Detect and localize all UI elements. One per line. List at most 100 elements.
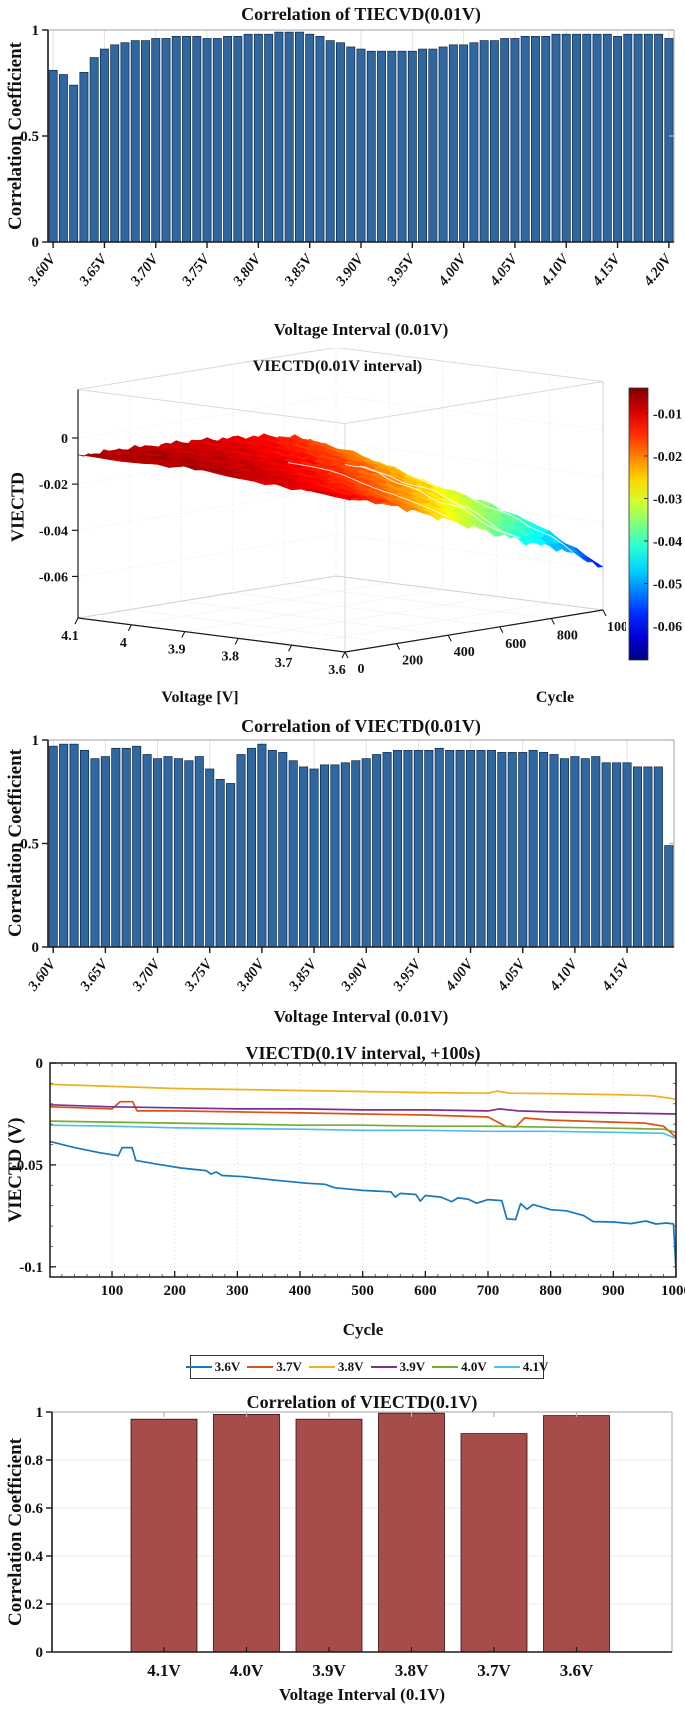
bar	[561, 33, 571, 243]
series-line-3.8V	[50, 1083, 676, 1101]
chart1-y-axis-label: Correlation Coefficient	[5, 41, 26, 231]
bar	[413, 749, 423, 948]
bar	[459, 44, 469, 243]
bar	[570, 756, 580, 948]
bar	[315, 36, 325, 243]
chart-viectd-001-correlation: 0 0.5 1 3.60V 3.65V 3.70V 3.75V 3.80V 3.85V 3.90V…	[0, 713, 685, 1043]
legend-item-4.1V: 4.1V	[493, 1359, 548, 1375]
series-line-4.1V	[50, 1124, 676, 1140]
bar	[664, 845, 674, 948]
bar	[130, 40, 140, 243]
bar	[551, 33, 561, 243]
chart3-canvas: 0 0.5 1 3.60V 3.65V 3.70V 3.75V 3.80V 3.85V 3.90V…	[20, 733, 675, 995]
bar	[428, 48, 438, 243]
category-label: 3.6V	[560, 1661, 594, 1680]
colorbar-tick-label: -0.04	[653, 535, 682, 550]
surface-crevice	[287, 462, 449, 519]
floor-grid	[129, 609, 397, 645]
x-tick-label: 3.80V	[233, 956, 269, 995]
series-line-3.9V	[50, 1103, 676, 1115]
y-tick-label: -0.05	[12, 1158, 43, 1174]
bar	[378, 1412, 445, 1653]
bar	[161, 38, 171, 243]
bar	[572, 33, 581, 243]
bar	[476, 749, 486, 948]
x-tick-label: 3.65V	[76, 251, 112, 290]
bar	[264, 33, 274, 243]
bar	[664, 38, 674, 243]
category-label: 3.9V	[312, 1661, 346, 1680]
z-tick-label: -0.02	[39, 478, 68, 493]
surface-crevice	[411, 475, 573, 552]
bar	[377, 50, 386, 243]
bar	[284, 31, 294, 243]
bar	[418, 48, 428, 243]
y-tick-label: 0.4	[24, 1549, 43, 1565]
bar	[99, 48, 109, 243]
voltage-tick-label: 3.6	[328, 663, 346, 678]
colorbar-tick-label: -0.01	[653, 408, 682, 423]
bar	[392, 749, 403, 948]
chart4-x-axis-label: Cycle	[342, 1320, 384, 1339]
voltage-tick	[181, 631, 186, 638]
bar	[274, 31, 284, 243]
voltage-axis	[77, 617, 346, 653]
bar	[366, 50, 376, 243]
bar	[434, 747, 444, 948]
cycle-tick	[499, 626, 504, 634]
bar	[325, 40, 335, 243]
chart2-x-axis-label: Voltage [V]	[161, 689, 239, 706]
x-tick-label: 3.95V	[390, 956, 426, 995]
bar	[507, 752, 517, 948]
chart4-title: VIECTD(0.1V interval, +100s)	[245, 1043, 481, 1063]
cycle-tick	[447, 634, 452, 642]
chart4-y-axis-label: VIECTD (V)	[5, 1117, 26, 1223]
cycle-tick	[344, 651, 349, 659]
chart1-title: Correlation of TIECVD(0.01V)	[241, 4, 481, 24]
legend-label: 3.7V	[276, 1359, 302, 1374]
bar	[130, 1418, 198, 1653]
x-tick-label: 3.85V	[285, 956, 321, 995]
bar	[361, 758, 371, 948]
bar	[448, 44, 458, 243]
bar	[194, 756, 204, 948]
x-tick-label: 3.75V	[181, 956, 217, 995]
bar	[601, 762, 611, 948]
surface-crevice	[344, 464, 506, 534]
y-tick-label: 0.5	[20, 837, 39, 853]
legend-label: 3.6V	[214, 1359, 241, 1374]
bar	[58, 74, 68, 243]
bar	[69, 84, 79, 243]
chart2-canvas: 0 -0.02 -0.04 -0.06 4.1 4 3.9 3.8 3.7 3.6 0 200 400 6…	[39, 348, 682, 678]
legend-item-3.7V: 3.7V	[247, 1359, 302, 1375]
bar	[643, 766, 653, 948]
series-group	[50, 1083, 676, 1272]
x-tick-label: 900	[602, 1283, 625, 1299]
colorbar-tick-label: -0.06	[653, 620, 682, 635]
voltage-tick-label: 4	[120, 636, 127, 651]
y-tick-label: 0	[36, 1056, 44, 1072]
legend-label: 3.8V	[337, 1359, 364, 1374]
x-tick-label: 4.00V	[435, 251, 471, 290]
bar	[351, 760, 361, 948]
y-tick-label: 0.8	[24, 1453, 43, 1469]
x-tick-label: 4.05V	[494, 956, 530, 995]
y-tick-label: -0.1	[19, 1260, 43, 1276]
x-tick-label: 4.15V	[589, 251, 625, 290]
bar	[479, 40, 489, 243]
y-tick-label: 0.2	[24, 1597, 43, 1613]
x-tick-label: 4.10V	[538, 251, 574, 290]
bar	[541, 36, 551, 243]
floor-grid	[238, 595, 497, 639]
plot-border	[49, 1062, 677, 1278]
bar	[580, 758, 590, 948]
bar	[531, 36, 540, 243]
y-tick-label: 1	[32, 733, 40, 749]
voltage-tick-label: 3.9	[168, 643, 186, 658]
bar	[539, 752, 549, 948]
bar	[120, 42, 130, 243]
chart5-y-axis-label: Correlation Coefficient	[5, 1437, 26, 1627]
bar	[202, 38, 212, 243]
bar	[226, 783, 236, 948]
